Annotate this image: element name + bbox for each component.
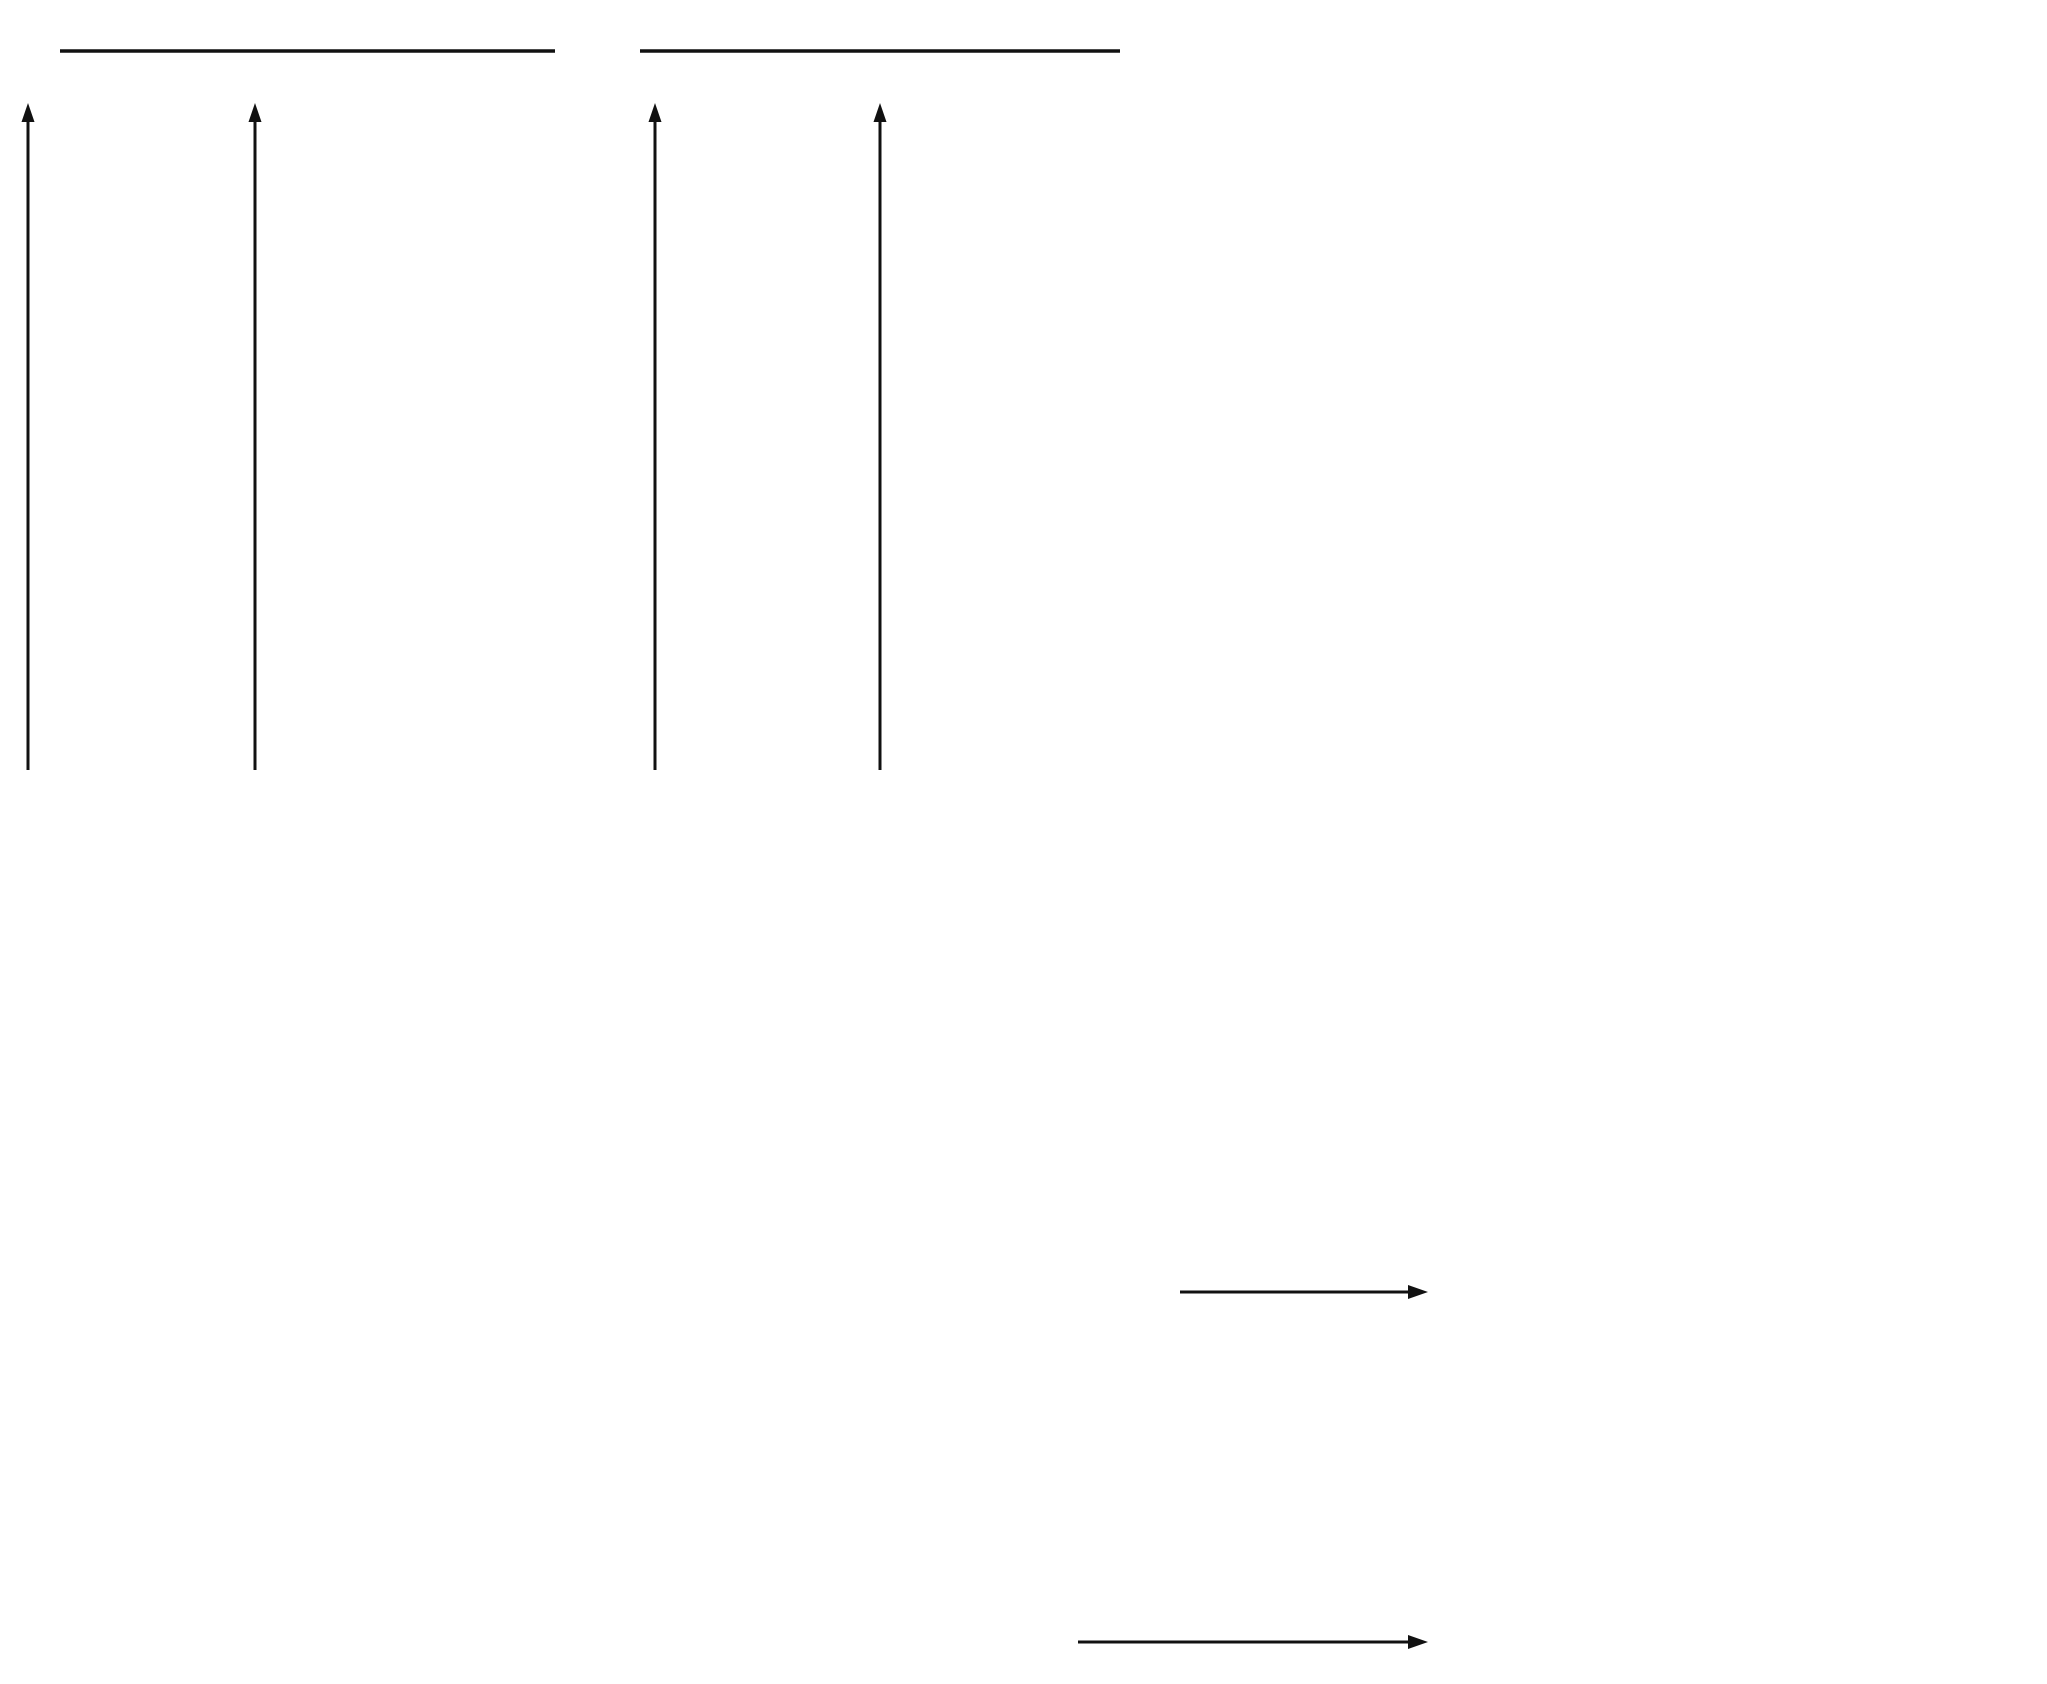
cd28-axis-arrow — [1078, 1635, 1428, 1649]
hist-header-lp-cd27 — [1232, 988, 1427, 1017]
y-axis-arrow-cd45ra-epi — [248, 103, 262, 770]
lamina-propria-group-title — [640, 8, 1120, 41]
e-scatter-header-epithelium — [1600, 918, 1740, 942]
y-axis-arrow-cd45ra-lp — [873, 103, 887, 770]
e-scatter-header-lamina-propria — [1758, 918, 1923, 942]
hist-header-epi-cd28 — [960, 1338, 1145, 1367]
y-axis-arrow-cd8-lp — [648, 103, 662, 770]
y-axis-arrow-cd8-epi — [21, 103, 35, 770]
hist-header-epi-cd27 — [960, 988, 1145, 1017]
cd27-axis-arrow — [1180, 1285, 1428, 1299]
hist-header-lp-cd28 — [1232, 1338, 1427, 1367]
epithelium-group-title — [60, 8, 555, 41]
